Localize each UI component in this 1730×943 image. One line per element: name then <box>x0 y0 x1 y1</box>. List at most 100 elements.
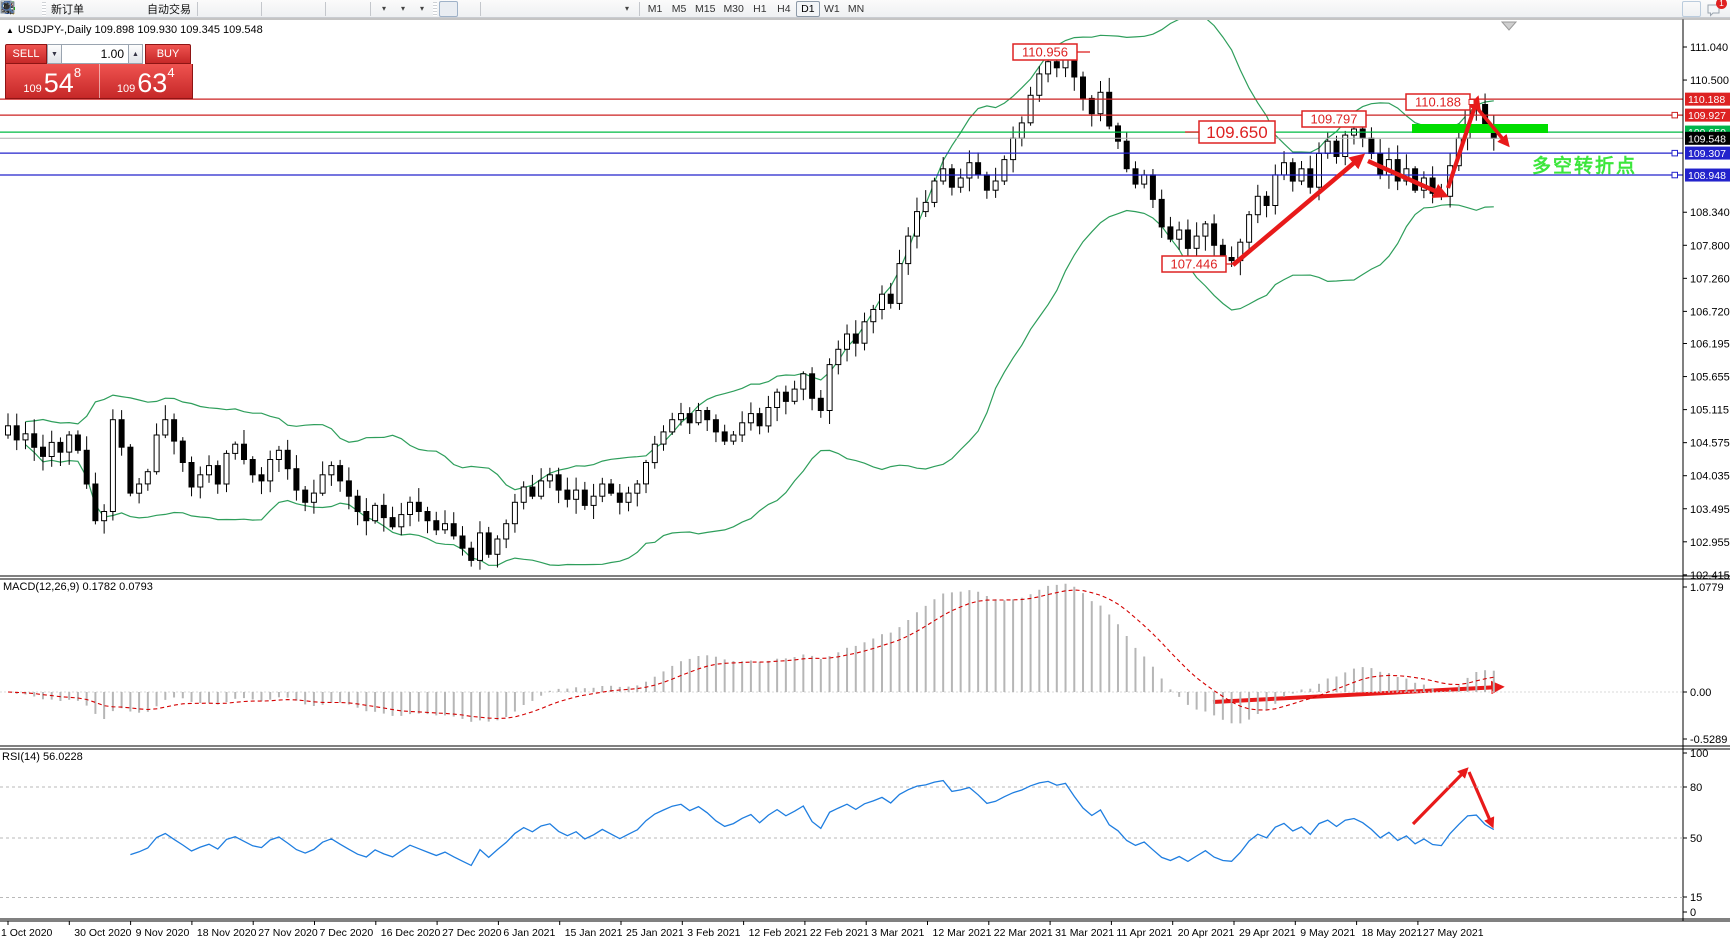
price-axis-tick: 106.720 <box>1690 306 1730 318</box>
one-click-trading-widget: SELL ▼ ▲ BUY 109 54 8 109 63 4 <box>5 44 193 99</box>
signal-button[interactable] <box>4 1 144 17</box>
mail-button[interactable] <box>1 1 106 17</box>
line-handle[interactable] <box>1671 149 1678 157</box>
time-axis-label: 9 May 2021 <box>1300 927 1355 939</box>
price-callout[interactable] <box>1301 110 1367 128</box>
collapse-triangle-icon[interactable]: ▲ <box>6 25 14 35</box>
equidistant-channel-tool-button[interactable]: E <box>1 1 560 17</box>
timeframe-M5[interactable]: M5 <box>671 2 687 15</box>
price-axis-tick: 103.495 <box>1690 504 1730 516</box>
buy-button[interactable]: BUY <box>145 44 191 64</box>
profiles-button[interactable] <box>0 1 40 17</box>
trend-arrow[interactable] <box>1367 158 1449 198</box>
periods-button[interactable]: ▾ <box>1 1 412 17</box>
timeframe-MN[interactable]: MN <box>847 2 865 15</box>
price-axis-badge-text: 109.927 <box>1688 110 1726 122</box>
vertical-line-tool-button[interactable] <box>7 1 503 17</box>
price-callout[interactable] <box>1012 43 1078 61</box>
templates-button[interactable]: ▾ <box>1 1 431 17</box>
volume-increase-button[interactable]: ▲ <box>128 44 143 64</box>
time-axis-label: 6 Jan 2021 <box>503 927 555 939</box>
macd-axis-tick: -0.5289 <box>1690 734 1727 746</box>
rsi-panel[interactable] <box>0 779 1683 898</box>
main-toolbar: 新订单 自动交易 ▾ ▾ ▾ E F A T ▾ M1 M5 M15 M30 H1 H4 D… <box>0 0 1730 18</box>
price-callout[interactable] <box>1161 255 1227 273</box>
notifications-button[interactable]: 1 <box>1705 0 1727 17</box>
separator <box>639 1 640 16</box>
timeframe-group: M1 M5 M15 M30 H1 H4 D1 W1 MN <box>643 0 868 17</box>
buy-price[interactable]: 109 63 4 <box>100 64 193 98</box>
line-chart-type-button[interactable] <box>1 1 258 17</box>
time-axis-label: 3 Mar 2021 <box>871 927 924 939</box>
trend-arrow[interactable] <box>1411 767 1469 826</box>
trend-arrow[interactable] <box>1231 153 1366 267</box>
chart-shift-button[interactable] <box>1 1 367 17</box>
volume-input[interactable] <box>62 44 128 64</box>
text-label-tool-button[interactable]: T <box>1 1 617 17</box>
time-axis-label: 27 Dec 2020 <box>442 927 502 939</box>
volume-decrease-button[interactable]: ▼ <box>47 44 62 64</box>
quote-text: USDJPY-,Daily 109.898 109.930 109.345 10… <box>17 24 263 36</box>
trend-arrow[interactable] <box>1467 771 1495 829</box>
publish-button[interactable] <box>1 1 125 17</box>
horizontal-line-tool-button[interactable] <box>1 1 522 17</box>
timeframe-H4[interactable]: H4 <box>777 2 791 15</box>
macd-axis-tick: 1.0779 <box>1690 582 1724 594</box>
timeframe-H1[interactable]: H1 <box>753 2 767 15</box>
trend-arrow[interactable] <box>1446 95 1481 189</box>
time-axis-label: 22 Feb 2021 <box>810 927 869 939</box>
line-handle[interactable] <box>1671 171 1678 179</box>
fibonacci-tool-button[interactable]: F <box>1 1 579 17</box>
time-axis-label: 27 May 2021 <box>1423 927 1484 939</box>
chevron-down-icon: ▾ <box>624 4 629 13</box>
timeframe-M30[interactable]: M30 <box>723 2 744 15</box>
tile-windows-button[interactable] <box>1 1 322 17</box>
indicators-button[interactable]: ▾ <box>0 0 393 17</box>
sell-button[interactable]: SELL <box>5 44 47 64</box>
analyst-note-text[interactable]: 多空转折点 <box>1532 154 1637 177</box>
cursor-tool-button[interactable] <box>4 0 458 17</box>
chart-shift-marker[interactable] <box>1500 21 1518 31</box>
toolbar-grip <box>433 1 437 16</box>
bar-chart-type-button[interactable] <box>2 1 220 17</box>
timeframe-W1[interactable]: W1 <box>824 2 840 15</box>
price-axis-tick: 106.195 <box>1690 339 1730 351</box>
crosshair-tool-button[interactable] <box>1 1 477 17</box>
sell-price[interactable]: 109 54 8 <box>6 64 99 98</box>
zoom-in-button[interactable] <box>1 1 284 17</box>
price-axis-badge-text: 110.188 <box>1688 94 1725 106</box>
toolbar-grip <box>42 1 46 16</box>
timeframe-M15[interactable]: M15 <box>695 2 716 15</box>
price-axis-tick: 107.260 <box>1690 273 1730 285</box>
auto-trading-button[interactable]: 自动交易 <box>2 1 194 17</box>
auto-scroll-button[interactable] <box>1 1 348 17</box>
text-tool-button[interactable]: A <box>4 1 598 17</box>
chevron-down-icon: ▾ <box>381 4 386 13</box>
price-axis-tick: 105.655 <box>1690 372 1730 384</box>
price-callout-text: 109.797 <box>1311 112 1358 127</box>
search-button[interactable] <box>1 0 1701 17</box>
main-chart-panel[interactable] <box>5 14 1497 570</box>
time-axis-label: 25 Jan 2021 <box>626 927 684 939</box>
trend-arrow[interactable] <box>1471 101 1510 148</box>
price-axis-badge-text: 109.307 <box>1688 148 1726 160</box>
chevron-down-icon: ▾ <box>400 4 405 13</box>
timeframe-D1[interactable]: D1 <box>795 0 820 17</box>
candlestick-type-button[interactable] <box>3 1 239 17</box>
line-handle[interactable] <box>1671 111 1678 119</box>
arrows-tool-button[interactable]: ▾ <box>2 1 636 17</box>
price-callout[interactable] <box>1198 120 1276 144</box>
support-zone-rect[interactable] <box>1412 124 1548 133</box>
new-order-button[interactable]: 新订单 <box>0 0 87 17</box>
zoom-out-button[interactable] <box>1 1 303 17</box>
trend-arrow[interactable] <box>1212 680 1505 704</box>
trendline-tool-button[interactable] <box>1 1 541 17</box>
price-axis-tick: 104.035 <box>1690 471 1730 483</box>
timeframe-M1[interactable]: M1 <box>647 2 663 15</box>
macd-panel[interactable] <box>0 583 1683 724</box>
price-divider <box>98 64 100 98</box>
rsi-axis-tick: 100 <box>1690 748 1708 760</box>
buy-price-handle: 109 <box>116 83 136 95</box>
price-axis-badge-text: 109.548 <box>1688 133 1726 145</box>
